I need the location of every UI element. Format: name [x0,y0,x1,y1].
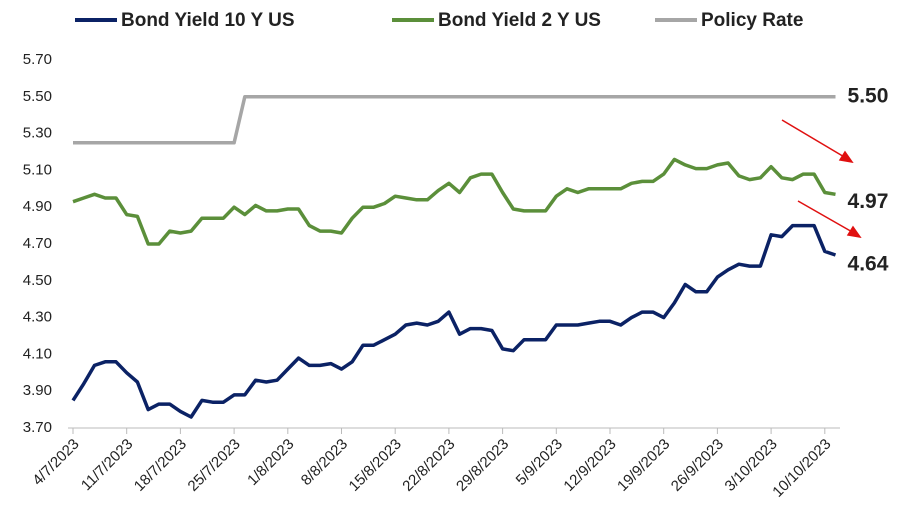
y-tick-label: 5.30 [23,125,52,142]
x-tick-label: 11/7/2023 [78,436,136,494]
arrow-head [838,150,854,164]
trend-arrows [781,119,862,239]
y-tick-label: 3.70 [23,419,52,436]
y-tick-label: 4.10 [23,345,52,362]
y-tick-label: 5.10 [23,161,52,178]
x-tick-label: 5/9/2023 [513,436,566,489]
y-tick-label: 5.50 [23,88,52,105]
y-tick-label: 4.90 [23,198,52,215]
x-tick-label: 22/8/2023 [399,436,458,495]
x-tick-label: 29/8/2023 [453,436,512,495]
x-tick-label: 25/7/2023 [185,436,244,495]
x-tick-label: 10/10/2023 [769,436,834,501]
legend-label: Bond Yield 10 Y US [121,10,295,31]
series-line [71,223,837,419]
end-label: 5.50 [848,84,889,107]
series-line [72,157,836,246]
series-line [73,95,836,145]
end-label: 4.64 [848,253,889,276]
x-tick-label: 12/9/2023 [560,436,619,495]
y-tick-label: 5.70 [23,51,52,68]
y-tick-label: 3.90 [23,382,52,399]
end-label: 4.97 [848,190,889,213]
y-tick-label: 4.30 [23,309,52,326]
legend-label: Policy Rate [701,10,803,31]
y-tick-label: 4.70 [23,235,52,252]
y-tick-label: 4.50 [23,272,52,289]
x-tick-label: 19/9/2023 [614,436,673,495]
x-tick-label: 15/8/2023 [346,436,405,495]
arrow-head [846,225,862,239]
legend-label: Bond Yield 2 Y US [438,10,601,31]
x-tick-label: 18/7/2023 [131,436,190,495]
x-tick-label: 1/8/2023 [244,436,297,489]
x-tick-label: 8/8/2023 [298,436,351,489]
x-tick-label: 4/7/2023 [29,436,82,489]
arrow [781,119,847,159]
x-tick-label: 26/9/2023 [668,436,727,495]
arrow [797,200,855,234]
